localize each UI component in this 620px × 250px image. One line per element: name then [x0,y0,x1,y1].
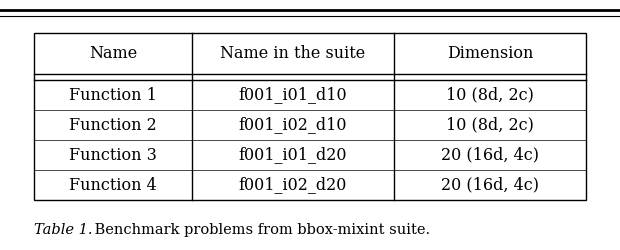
Text: Name: Name [89,44,137,62]
Text: f001_i01_d20: f001_i01_d20 [239,146,347,164]
Text: 10 (8d, 2c): 10 (8d, 2c) [446,86,534,104]
Text: Function 2: Function 2 [69,116,157,134]
Text: Function 1: Function 1 [69,86,157,104]
Bar [34,32,586,200]
Text: f001_i02_d20: f001_i02_d20 [239,176,347,194]
Text: 20 (16d, 4c): 20 (16d, 4c) [441,146,539,164]
Text: Name in the suite: Name in the suite [220,44,366,62]
Text: Benchmark problems from bbox-mixint suite.: Benchmark problems from bbox-mixint suit… [90,223,430,237]
Text: Table 1.: Table 1. [34,223,92,237]
Text: Function 4: Function 4 [69,176,157,194]
Text: 20 (16d, 4c): 20 (16d, 4c) [441,176,539,194]
Text: f001_i01_d10: f001_i01_d10 [239,86,347,104]
Text: 10 (8d, 2c): 10 (8d, 2c) [446,116,534,134]
Text: Dimension: Dimension [446,44,533,62]
Text: Function 3: Function 3 [69,146,157,164]
Text: f001_i02_d10: f001_i02_d10 [239,116,347,134]
